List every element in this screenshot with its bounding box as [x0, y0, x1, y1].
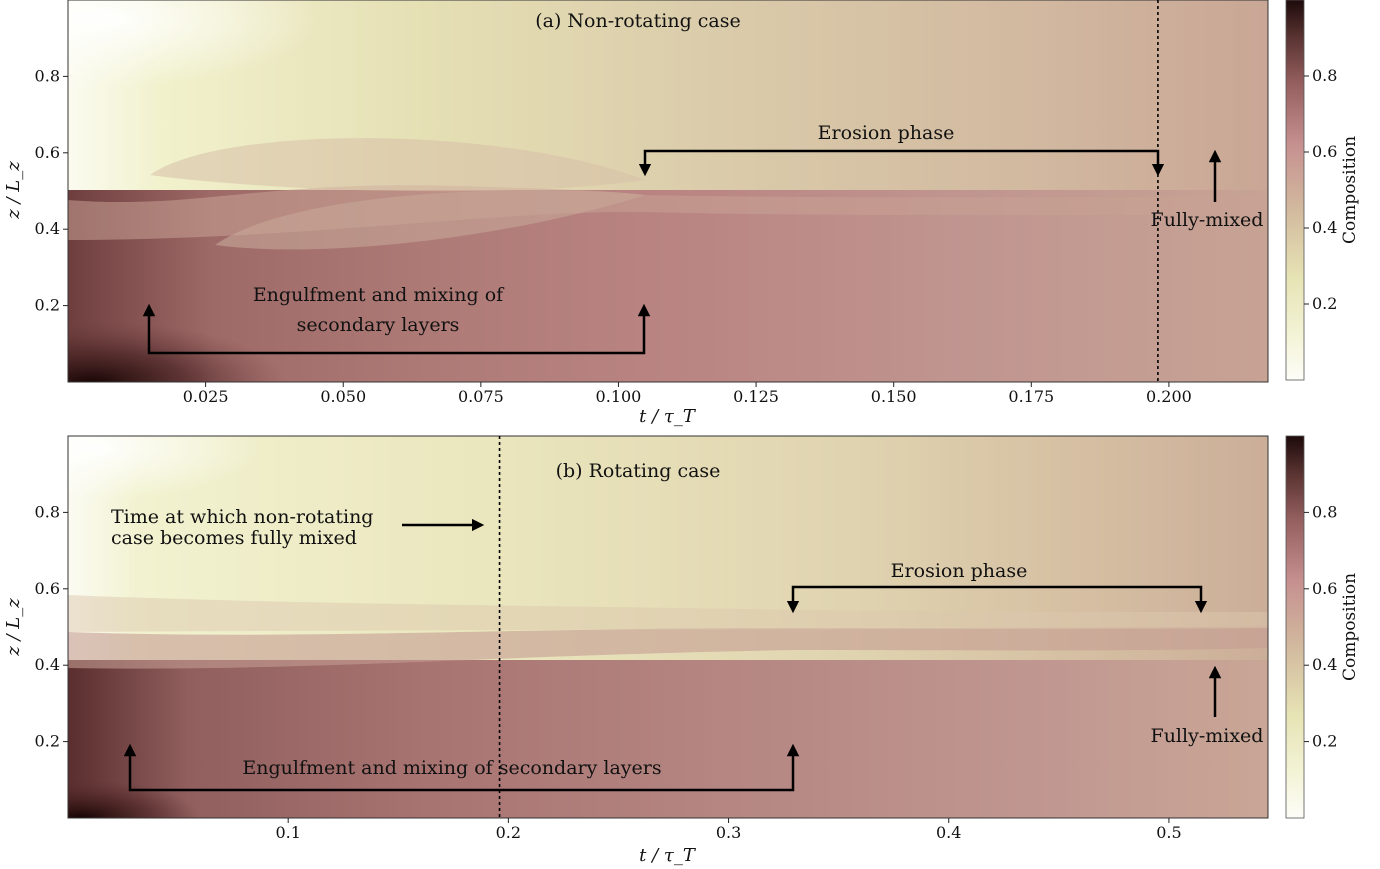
panel-a-xtick-label: 0.075	[458, 387, 504, 406]
panel-b-xtick-label: 0.2	[496, 823, 521, 842]
panel-b-ytick-label: 0.4	[35, 655, 60, 674]
panel-b-erosion-bracket	[786, 585, 1208, 614]
panel-b-colorbar-tick-label: 0.8	[1312, 502, 1337, 521]
panel-a-colorbar-tick-label: 0.4	[1312, 218, 1337, 237]
panel-b-ylabel: z / L_z	[3, 598, 24, 657]
panel-a-colorbar-tick-label: 0.6	[1312, 142, 1337, 161]
panel-a-engulf-bracket	[142, 303, 651, 355]
panel-b-ytick-label: 0.2	[35, 732, 60, 751]
panel-a-ytick-label: 0.6	[35, 143, 60, 162]
panel-b-erosion-label: Erosion phase	[891, 560, 1028, 582]
panel-b-colorbar: 0.2 0.4 0.6 0.8 Composition	[1285, 435, 1360, 819]
panel-b-colorbar-label: Composition	[1340, 573, 1360, 681]
panel-b-time-label-2: case becomes fully mixed	[111, 527, 357, 549]
panel-a-xtick-label: 0.150	[871, 387, 917, 406]
panel-b-ytick-label: 0.6	[35, 579, 60, 598]
panel-a-xtick-label: 0.025	[183, 387, 229, 406]
panel-b-colorbar-ticks: 0.2 0.4 0.6 0.8	[1304, 502, 1337, 751]
panel-a-xtick-label: 0.125	[733, 387, 779, 406]
panel-b-xtick-label: 0.5	[1156, 823, 1181, 842]
panel-a-title: (a) Non-rotating case	[535, 10, 741, 32]
panel-a-ytick-label: 0.2	[35, 296, 60, 315]
panel-b-xtick-label: 0.4	[936, 823, 961, 842]
panel-b-title: (b) Rotating case	[556, 460, 721, 482]
panel-a-xlabel: t / τ_T	[639, 406, 697, 427]
panel-a-axes: 0.025 0.050 0.075 0.100 0.125 0.150 0.175 0.200…	[35, 66, 1192, 406]
panel-a-ytick-label: 0.4	[35, 219, 60, 238]
panel-a-colorbar: 0.2 0.4 0.6 0.8 Composition	[1285, 0, 1360, 381]
panel-b-engulf-label: Engulfment and mixing of secondary layer…	[242, 757, 661, 779]
panel-b-colorbar-tick-label: 0.4	[1312, 655, 1337, 674]
panel-a-ylabel: z / L_z	[3, 161, 24, 220]
panel-b-engulf-bracket	[123, 743, 800, 792]
panel-a-engulf-label-2: secondary layers	[297, 314, 460, 336]
panel-a-xtick-label: 0.100	[596, 387, 642, 406]
panel-b-time-label-1: Time at which non-rotating	[111, 506, 373, 528]
panel-a-xtick-label: 0.050	[320, 387, 366, 406]
panel-b-fully-mixed-label: Fully-mixed	[1151, 725, 1264, 747]
panel-a-colorbar-tick-label: 0.8	[1312, 66, 1337, 85]
panel-a-erosion-label: Erosion phase	[818, 122, 955, 144]
panel-b-xtick-label: 0.1	[275, 823, 300, 842]
panel-a-colorbar-label: Composition	[1340, 136, 1360, 244]
panel-a-engulf-label-1: Engulfment and mixing of	[253, 284, 505, 306]
panel-a-erosion-bracket	[638, 149, 1165, 177]
panel-b-ytick-label: 0.8	[35, 502, 60, 521]
panel-a-xtick-label: 0.175	[1008, 387, 1054, 406]
panel-b-colorbar-tick-label: 0.2	[1312, 732, 1337, 751]
panel-b: (b) Rotating case 0.1 0.2 0.3 0.4 0.50.20.40…	[3, 435, 1360, 866]
panel-a-colorbar-tick-label: 0.2	[1312, 294, 1337, 313]
panel-b-xtick-label: 0.3	[716, 823, 741, 842]
panel-a-ytick-label: 0.8	[35, 66, 60, 85]
panel-b-axes: 0.1 0.2 0.3 0.4 0.5 0.2 0.4 0.6 0.8	[35, 502, 1182, 842]
panel-a-fully-mixed-label: Fully-mixed	[1151, 209, 1264, 231]
panel-a-field	[67, 0, 1269, 383]
panel-a-colorbar-ticks: 0.2 0.4 0.6 0.8	[1304, 66, 1337, 313]
panel-b-xlabel: t / τ_T	[639, 845, 697, 866]
panel-a-xtick-label: 0.200	[1146, 387, 1192, 406]
panel-b-colorbar-tick-label: 0.6	[1312, 579, 1337, 598]
panel-a: (a) Non-rotating case 0.025 0.050 0.075 0.1…	[3, 0, 1360, 427]
